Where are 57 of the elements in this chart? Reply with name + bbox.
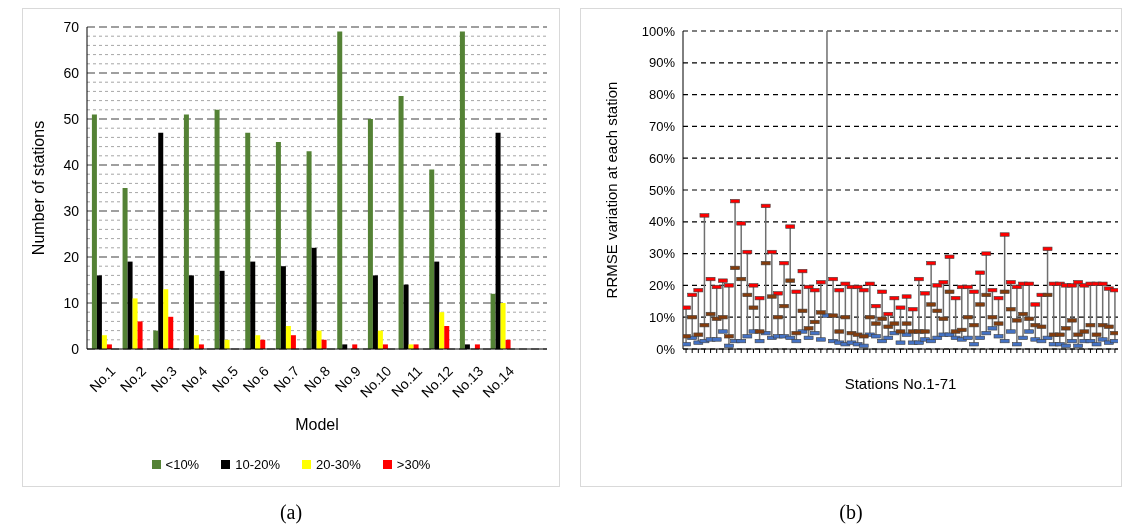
y-tick-label: 60 xyxy=(63,64,80,81)
legend-label: 20-30% xyxy=(316,457,361,472)
bar xyxy=(91,114,97,349)
legend-label: >30% xyxy=(396,457,431,472)
bar xyxy=(429,169,435,349)
y-tick-label: 40% xyxy=(648,214,676,230)
legend-label: 10-20% xyxy=(235,457,280,472)
bar xyxy=(137,321,143,349)
bar xyxy=(316,330,322,349)
y-tick-label: 100% xyxy=(641,23,676,39)
bar xyxy=(439,312,445,349)
bar xyxy=(163,289,169,349)
bar xyxy=(101,335,107,349)
bar xyxy=(306,151,312,349)
bar xyxy=(444,326,450,349)
y-tick-label: 30% xyxy=(648,246,676,262)
y-tick-label: 40 xyxy=(63,156,80,173)
y-tick-label: 10% xyxy=(648,309,676,325)
y-tick-label: 80% xyxy=(648,87,676,103)
y-axis-title: Number of stations xyxy=(30,120,48,256)
text: (b) xyxy=(838,501,864,524)
bar xyxy=(168,316,174,349)
x-axis-title: Model xyxy=(295,416,339,434)
y-tick-label: 10 xyxy=(63,294,80,311)
y-tick-label: 50 xyxy=(63,110,80,127)
bar xyxy=(153,330,159,349)
y-tick-label: 70 xyxy=(63,18,80,35)
y-tick-label: 20% xyxy=(648,278,676,294)
bar xyxy=(377,330,383,349)
bar xyxy=(245,132,251,349)
x-axis-title: Stations No.1-71 xyxy=(844,374,957,392)
y-tick-label: 60% xyxy=(648,150,676,166)
bar xyxy=(214,109,220,349)
bar xyxy=(132,298,138,349)
y-tick-label: 0% xyxy=(656,341,676,357)
legend-label: <10% xyxy=(165,457,200,472)
y-tick-label: 20 xyxy=(63,248,80,265)
bar xyxy=(459,31,465,349)
bar xyxy=(193,335,199,349)
bar xyxy=(490,293,496,349)
y-tick-label: 50% xyxy=(648,182,676,198)
bar xyxy=(337,31,343,349)
text: (a) xyxy=(278,501,304,524)
bar xyxy=(367,119,373,349)
bar xyxy=(285,326,291,349)
bar xyxy=(500,303,506,349)
bar xyxy=(398,96,404,349)
y-axis-title: RRMSE variation at each station xyxy=(602,81,620,299)
bar xyxy=(290,335,296,349)
y-tick-label: 30 xyxy=(63,202,80,219)
bar xyxy=(183,114,189,349)
bar xyxy=(122,188,128,349)
bar xyxy=(275,142,281,349)
bar xyxy=(255,335,261,349)
y-tick-label: 70% xyxy=(648,119,676,135)
y-tick-label: 90% xyxy=(648,55,676,71)
y-tick-label: 0 xyxy=(71,340,80,357)
